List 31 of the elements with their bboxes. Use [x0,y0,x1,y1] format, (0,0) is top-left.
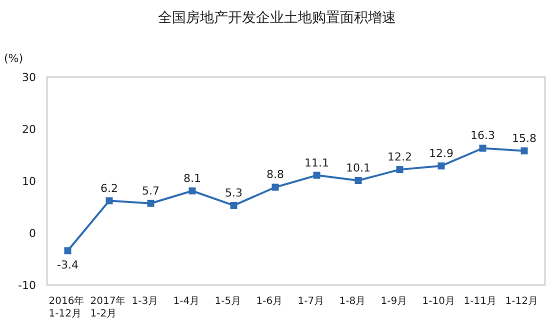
data-label: 5.7 [142,184,160,198]
xtick: 1-10月 [422,296,455,307]
data-label: 12.2 [388,150,412,164]
data-label: 8.1 [184,172,201,185]
xtick: 1-8月 [339,296,366,307]
ytick: 30 [22,71,36,84]
ylabel: (%) [4,52,24,65]
ytick: 0 [29,227,36,240]
data-label: 11.1 [304,156,329,170]
xtick: 1-9月 [380,296,408,307]
xtick: 1-3月 [132,296,158,307]
data-label: 5.3 [225,186,242,200]
xtick: 1-6月 [256,296,283,307]
data-label: 12.9 [429,146,454,160]
xtick: 1-7月 [298,296,324,307]
data-label: 6.2 [100,182,118,195]
data-label: -3.4 [57,258,78,272]
ytick: 20 [22,123,36,136]
xtick: 2017年 1-2月 [90,296,126,320]
data-label: 10.1 [346,161,370,174]
xtick: 1-4月 [173,296,200,307]
xtick: 1-5月 [214,296,242,307]
title: 全国房地产开发企业土地购置面积增速 [158,10,396,26]
xtick: 1-11月 [464,296,496,307]
data-label: 8.8 [266,168,284,182]
xtick: 1-12月 [505,296,538,307]
data-label: 16.3 [470,129,495,142]
ytick: -10 [18,279,36,292]
xtick: 2016年 1-12月 [48,296,84,320]
data-label: 15.8 [512,132,536,145]
ytick: 10 [22,175,36,188]
